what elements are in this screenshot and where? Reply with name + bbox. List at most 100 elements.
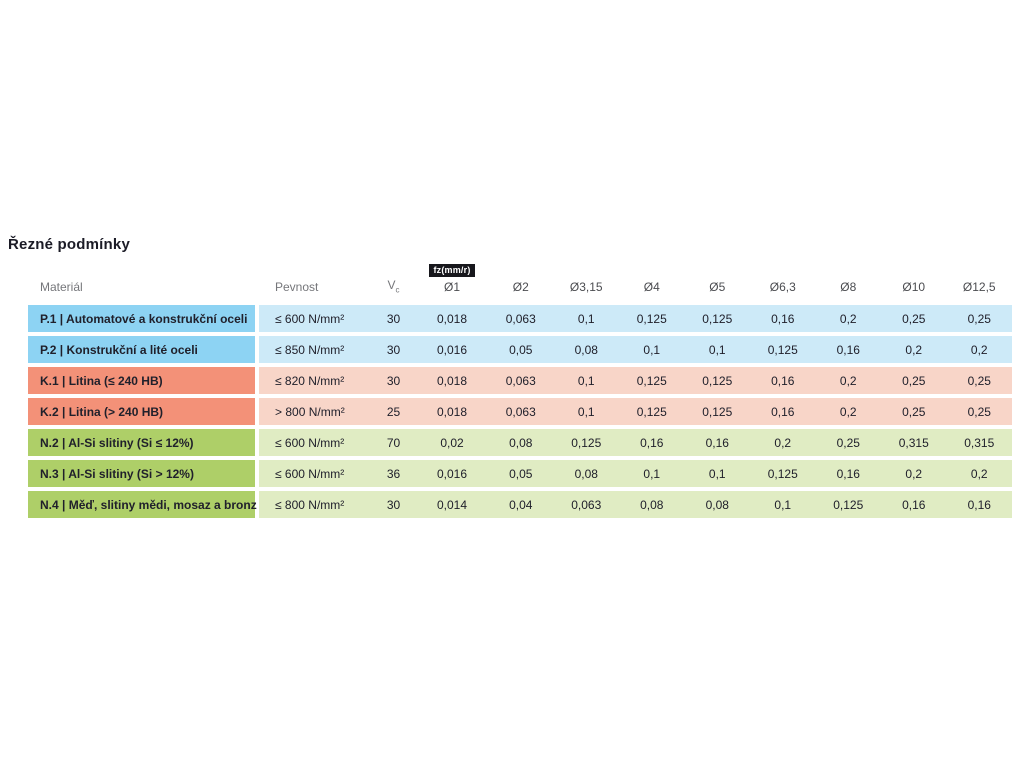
cutting-conditions-table: Materiál Pevnost Vc fz(mm/r) Ø1 Ø2 Ø3,15… xyxy=(28,260,1012,522)
fz-value-cell: 0,05 xyxy=(488,336,554,364)
fz-value-cell: 0,315 xyxy=(881,429,947,457)
vc-cell: 30 xyxy=(371,305,416,333)
column-header-d3: Ø3,15 xyxy=(569,280,603,295)
column-header-strength: Pevnost xyxy=(275,280,319,295)
strength-cell: ≤ 850 N/mm² xyxy=(259,336,371,364)
vc-cell: 25 xyxy=(371,398,416,426)
fz-value-cell: 0,2 xyxy=(946,336,1012,364)
column-header-d4: Ø4 xyxy=(643,280,660,295)
fz-value-cell: 0,1 xyxy=(553,305,619,333)
fz-value-cell: 0,08 xyxy=(553,336,619,364)
table-row-n4: N.4 | Měď, slitiny mědi, mosaz a bronz ≤… xyxy=(28,491,1012,519)
vc-symbol: V xyxy=(387,277,396,292)
material-cell: K.2 | Litina (> 240 HB) xyxy=(28,398,259,426)
table-row-k2: K.2 | Litina (> 240 HB) > 800 N/mm² 25 0… xyxy=(28,398,1012,426)
fz-value-cell: 0,08 xyxy=(553,460,619,488)
fz-value-cell: 0,2 xyxy=(946,460,1012,488)
strength-cell: ≤ 600 N/mm² xyxy=(259,460,371,488)
fz-value-cell: 0,2 xyxy=(815,305,881,333)
fz-value-cell: 0,2 xyxy=(881,460,947,488)
fz-value-cell: 0,018 xyxy=(416,367,488,395)
fz-value-cell: 0,018 xyxy=(416,305,488,333)
fz-value-cell: 0,014 xyxy=(416,491,488,519)
fz-value-cell: 0,016 xyxy=(416,336,488,364)
fz-value-cell: 0,063 xyxy=(553,491,619,519)
fz-value-cell: 0,315 xyxy=(946,429,1012,457)
fz-value-cell: 0,16 xyxy=(750,398,816,426)
fz-value-cell: 0,02 xyxy=(416,429,488,457)
fz-value-cell: 0,08 xyxy=(684,491,750,519)
fz-value-cell: 0,125 xyxy=(619,367,685,395)
material-cell: K.1 | Litina (≤ 240 HB) xyxy=(28,367,259,395)
fz-value-cell: 0,1 xyxy=(684,460,750,488)
fz-value-cell: 0,16 xyxy=(750,305,816,333)
fz-value-cell: 0,2 xyxy=(881,336,947,364)
fz-value-cell: 0,125 xyxy=(684,398,750,426)
column-header-d9: Ø12,5 xyxy=(962,280,996,295)
fz-value-cell: 0,1 xyxy=(750,491,816,519)
fz-value-cell: 0,16 xyxy=(750,367,816,395)
fz-value-cell: 0,125 xyxy=(684,367,750,395)
vc-subscript: c xyxy=(395,285,400,295)
material-cell: N.4 | Měď, slitiny mědi, mosaz a bronz xyxy=(28,491,259,519)
fz-value-cell: 0,16 xyxy=(815,460,881,488)
column-header-d5: Ø5 xyxy=(709,280,726,295)
fz-value-cell: 0,25 xyxy=(946,367,1012,395)
fz-value-cell: 0,2 xyxy=(815,398,881,426)
material-cell: N.2 | Al-Si slitiny (Si ≤ 12%) xyxy=(28,429,259,457)
strength-cell: > 800 N/mm² xyxy=(259,398,371,426)
fz-value-cell: 0,125 xyxy=(750,336,816,364)
table-row-p2: P.2 | Konstrukční a lité oceli ≤ 850 N/m… xyxy=(28,336,1012,364)
fz-value-cell: 0,125 xyxy=(750,460,816,488)
fz-value-cell: 0,1 xyxy=(619,460,685,488)
fz-value-cell: 0,1 xyxy=(619,336,685,364)
fz-value-cell: 0,25 xyxy=(881,305,947,333)
vc-cell: 30 xyxy=(371,491,416,519)
fz-value-cell: 0,063 xyxy=(488,305,554,333)
table-row-k1: K.1 | Litina (≤ 240 HB) ≤ 820 N/mm² 30 0… xyxy=(28,367,1012,395)
column-header-d8: Ø10 xyxy=(902,280,926,295)
fz-value-cell: 0,1 xyxy=(553,398,619,426)
fz-value-cell: 0,16 xyxy=(815,336,881,364)
fz-value-cell: 0,16 xyxy=(946,491,1012,519)
fz-value-cell: 0,125 xyxy=(553,429,619,457)
fz-value-cell: 0,063 xyxy=(488,367,554,395)
fz-value-cell: 0,1 xyxy=(553,367,619,395)
fz-value-cell: 0,25 xyxy=(881,398,947,426)
column-header-d1: fz(mm/r) Ø1 xyxy=(416,264,488,301)
column-header-d2: Ø2 xyxy=(512,280,529,295)
fz-value-cell: 0,16 xyxy=(881,491,947,519)
fz-value-cell: 0,25 xyxy=(946,398,1012,426)
strength-cell: ≤ 800 N/mm² xyxy=(259,491,371,519)
fz-value-cell: 0,16 xyxy=(619,429,685,457)
fz-value-cell: 0,25 xyxy=(815,429,881,457)
fz-value-cell: 0,1 xyxy=(684,336,750,364)
diameter-label: Ø1 xyxy=(443,280,460,295)
fz-value-cell: 0,25 xyxy=(881,367,947,395)
fz-value-cell: 0,05 xyxy=(488,460,554,488)
column-header-d7: Ø8 xyxy=(840,280,857,295)
fz-value-cell: 0,018 xyxy=(416,398,488,426)
column-header-material: Materiál xyxy=(40,280,83,295)
vc-cell: 30 xyxy=(371,367,416,395)
material-cell: P.2 | Konstrukční a lité oceli xyxy=(28,336,259,364)
strength-cell: ≤ 820 N/mm² xyxy=(259,367,371,395)
fz-value-cell: 0,125 xyxy=(815,491,881,519)
fz-value-cell: 0,08 xyxy=(488,429,554,457)
material-cell: N.3 | Al-Si slitiny (Si > 12%) xyxy=(28,460,259,488)
vc-cell: 70 xyxy=(371,429,416,457)
fz-value-cell: 0,063 xyxy=(488,398,554,426)
fz-value-cell: 0,25 xyxy=(946,305,1012,333)
table-header-row: Materiál Pevnost Vc fz(mm/r) Ø1 Ø2 Ø3,15… xyxy=(28,264,1012,301)
fz-value-cell: 0,016 xyxy=(416,460,488,488)
fz-value-cell: 0,2 xyxy=(750,429,816,457)
table-row-n3: N.3 | Al-Si slitiny (Si > 12%) ≤ 600 N/m… xyxy=(28,460,1012,488)
vc-cell: 36 xyxy=(371,460,416,488)
fz-value-cell: 0,08 xyxy=(619,491,685,519)
fz-value-cell: 0,04 xyxy=(488,491,554,519)
column-header-d6: Ø6,3 xyxy=(769,280,796,295)
fz-value-cell: 0,125 xyxy=(684,305,750,333)
fz-unit-badge: fz(mm/r) xyxy=(429,264,475,278)
strength-cell: ≤ 600 N/mm² xyxy=(259,429,371,457)
fz-value-cell: 0,16 xyxy=(684,429,750,457)
